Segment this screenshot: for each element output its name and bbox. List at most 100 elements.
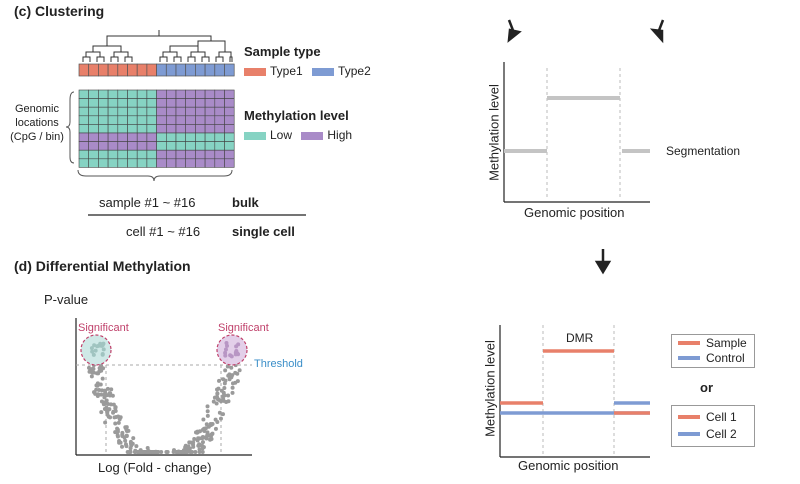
volcano-point <box>89 346 94 351</box>
low-swatch <box>244 131 266 140</box>
heatmap-cell <box>214 149 225 160</box>
dmr-label: DMR <box>566 331 594 345</box>
volcano-point <box>200 434 205 439</box>
methylation-level-label: Methylation level <box>244 108 349 123</box>
heatmap-cell <box>78 106 89 117</box>
heatmap-cell <box>156 98 167 108</box>
volcano-point <box>116 420 121 425</box>
heatmap-cell <box>204 149 216 160</box>
volcano-point <box>112 415 117 420</box>
bulk-label: bulk <box>232 195 259 210</box>
heatmap-cell <box>195 158 206 168</box>
heatmap-cell <box>185 89 196 99</box>
volcano-point <box>216 397 221 402</box>
genomic-bracket <box>65 91 75 164</box>
volcano-point <box>215 391 220 396</box>
volcano-point <box>102 401 107 406</box>
volcano-point <box>100 352 105 357</box>
volcano-point <box>223 347 228 352</box>
heatmap-cell <box>78 124 89 134</box>
heatmap-cell <box>146 106 157 117</box>
volcano-point <box>226 393 231 398</box>
heatmap-cell <box>224 158 235 168</box>
type2-swatch <box>312 67 335 76</box>
heatmap-cell <box>166 115 177 125</box>
volcano-point <box>100 343 105 348</box>
sample-type-cell <box>185 63 196 77</box>
seg-x-axis-label: Genomic position <box>524 205 625 220</box>
volcano-point <box>222 381 227 386</box>
heatmap-cell <box>224 98 235 108</box>
volcano-point <box>128 446 133 451</box>
volcano-point <box>216 386 221 391</box>
volcano-point <box>120 430 125 435</box>
volcano-point <box>225 343 230 348</box>
volcano-point <box>211 399 216 404</box>
heatmap-cell <box>127 124 138 134</box>
volcano-point <box>120 444 125 449</box>
sample-type-cell <box>175 63 187 77</box>
volcano-point <box>154 450 159 454</box>
dmr-lines <box>500 349 650 415</box>
heatmap-cell <box>224 89 235 99</box>
volcano-point <box>99 392 104 397</box>
methylation-legend: Low High <box>244 128 352 142</box>
volcano-point <box>124 433 129 438</box>
heatmap-cell <box>156 158 167 168</box>
volcano-point <box>214 401 219 406</box>
volcano-point <box>205 413 210 418</box>
legend-sample: Sample <box>678 336 747 350</box>
fold-change-axis-label: Log (Fold - change) <box>98 460 212 475</box>
volcano-point <box>218 416 223 421</box>
volcano-point <box>213 426 218 431</box>
heatmap-cell <box>136 124 148 134</box>
heatmap-cell <box>146 149 157 160</box>
volcano-point <box>217 410 222 415</box>
volcano-point <box>116 414 121 419</box>
heatmap-cell <box>136 149 148 160</box>
volcano-point <box>205 404 210 409</box>
heatmap-cell <box>117 98 128 108</box>
volcano-point <box>133 450 138 454</box>
dmr-axes <box>499 325 650 458</box>
sc-label: single cell <box>232 224 295 239</box>
volcano-point <box>128 449 133 454</box>
volcano-point <box>107 393 112 398</box>
volcano-point <box>100 376 105 381</box>
type2-label: Type2 <box>338 64 371 78</box>
heatmap-cell <box>136 98 148 108</box>
heatmap-cell <box>117 124 128 134</box>
sample-type-cell <box>165 63 177 77</box>
volcano-point <box>195 429 200 434</box>
heatmap-cell <box>88 115 99 125</box>
significant-left-label: Significant <box>78 322 129 334</box>
sample-type-cell <box>78 63 90 77</box>
sample-bracket <box>77 169 233 182</box>
volcano-point <box>118 440 123 445</box>
heatmap-cell <box>204 141 216 151</box>
volcano-point <box>230 373 235 378</box>
segmentation-arrows <box>507 19 665 275</box>
heatmap-cell <box>185 132 196 142</box>
heatmap-cell <box>156 115 167 125</box>
heatmap-cell <box>88 149 99 160</box>
heatmap-cell <box>185 98 196 108</box>
volcano-point <box>87 365 92 370</box>
volcano-point <box>159 450 164 454</box>
heatmap-cell <box>117 149 128 160</box>
significant-points <box>89 341 241 359</box>
heatmap-cell <box>195 124 206 134</box>
volcano-point <box>126 428 131 433</box>
heatmap-cell <box>98 124 109 134</box>
sc-row-text: cell #1 ~ #16 <box>126 224 201 239</box>
volcano-point <box>105 402 110 407</box>
heatmap-cell <box>195 106 206 117</box>
heatmap-cell <box>175 106 186 117</box>
volcano-point <box>233 380 238 385</box>
volcano-point <box>123 438 128 443</box>
legend-cell2: Cell 2 <box>678 427 737 441</box>
heatmap-cell <box>166 132 177 142</box>
sample-type-label: Sample type <box>244 44 321 59</box>
volcano-point <box>235 371 240 376</box>
low-label: Low <box>270 128 293 142</box>
